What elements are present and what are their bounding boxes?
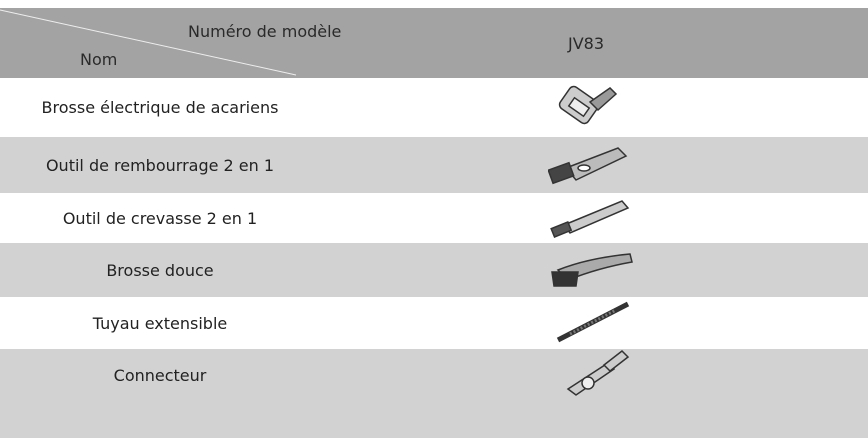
icon xyxy=(566,350,630,396)
row-name: Outil de crevasse 2 en 1 xyxy=(62,208,258,228)
model-label: Numéro de modèle xyxy=(188,22,342,41)
row-name: Brosse électrique de acariens xyxy=(41,98,279,117)
icon xyxy=(558,85,618,124)
accessory-table: Numéro de modèle Nom JV83 Brosse électri… xyxy=(0,8,868,438)
table-row: Outil de rembourrage 2 en 1 xyxy=(0,137,868,193)
table-row: Connecteur xyxy=(0,349,868,438)
icon xyxy=(550,200,630,238)
row-name: Outil de rembourrage 2 en 1 xyxy=(45,155,275,175)
icon xyxy=(556,301,630,343)
model-name: JV83 xyxy=(568,34,605,53)
diagonal-divider xyxy=(0,9,297,76)
row-name: Connecteur xyxy=(113,365,207,385)
name-label: Nom xyxy=(80,50,118,69)
table-row: Tuyau extensible xyxy=(0,297,868,349)
icon xyxy=(548,147,628,185)
table-row: Brosse électrique de acariens xyxy=(0,78,868,137)
row-name: Brosse douce xyxy=(106,260,214,280)
icon xyxy=(551,253,633,287)
table-row: Brosse douce xyxy=(0,243,868,297)
table-row: Outil de crevasse 2 en 1 xyxy=(0,193,868,243)
table-header: Numéro de modèle Nom JV83 xyxy=(0,8,868,78)
row-name: Tuyau extensible xyxy=(92,313,228,333)
